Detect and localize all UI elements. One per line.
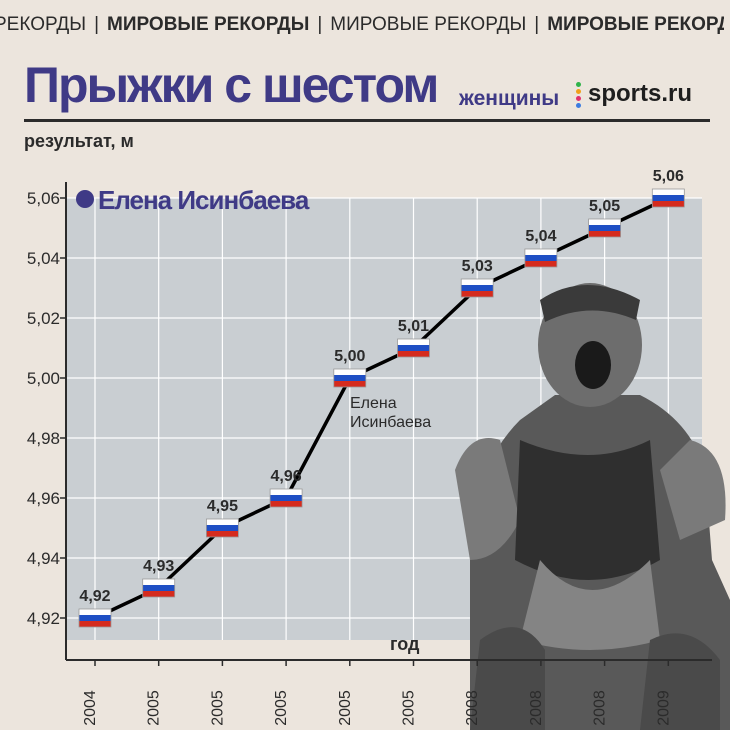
- russia-flag-marker: [460, 278, 494, 298]
- athlete-photo: [455, 283, 730, 730]
- russia-flag-marker: [588, 218, 621, 238]
- russia-flag-marker: [651, 188, 685, 208]
- russia-flag-marker: [205, 518, 239, 538]
- russia-flag-marker: [333, 368, 367, 388]
- y-tick-label: 5,04: [27, 249, 60, 268]
- data-label: 5,06: [653, 168, 684, 185]
- ticker-item: РЕКОРДЫ: [0, 14, 87, 35]
- series-line: [94, 196, 670, 620]
- data-label: 4,96: [271, 468, 302, 485]
- sports-ru-logo: sports.ru: [588, 80, 693, 107]
- russia-flag-marker: [142, 578, 176, 598]
- data-label: 5,05: [589, 198, 620, 215]
- data-label: 5,00: [334, 348, 365, 365]
- x-tick-label: 2005: [401, 690, 418, 726]
- x-tick-label: 2004: [82, 690, 99, 726]
- legend-label: Елена Исинбаева: [98, 185, 309, 215]
- data-label: 4,92: [79, 588, 110, 605]
- title-divider: [24, 119, 710, 122]
- x-tick-label: 2005: [209, 690, 226, 726]
- records-ticker: РЕКОРДЫ | МИРОВЫЕ РЕКОРДЫ | МИРОВЫЕ РЕКОРДЫ |…: [0, 8, 724, 42]
- x-tick-label: 2008: [592, 690, 609, 726]
- athlete-annotation: Елена Исинбаева: [350, 394, 431, 432]
- ticker-item: МИРОВЫЕ РЕКОРДЫ: [330, 14, 527, 35]
- y-tick-label: 4,92: [27, 609, 60, 628]
- y-axis-label: результат, м: [24, 131, 134, 151]
- russia-flag-marker: [269, 488, 303, 508]
- y-tick-label: 5,06: [27, 189, 60, 208]
- y-tick-label: 4,98: [27, 429, 60, 448]
- x-tick-label: 2008: [528, 690, 545, 726]
- sports-ru-logo-icon: [576, 82, 582, 108]
- ticker-item: МИРОВЫЕ РЕКОРД: [547, 14, 724, 35]
- y-tick-label: 5,02: [27, 309, 60, 328]
- ticker-separator: |: [94, 14, 100, 35]
- y-tick-label: 4,94: [27, 549, 60, 568]
- russia-flag-marker: [397, 338, 430, 358]
- annotation-line-1: Елена: [350, 395, 397, 412]
- x-tick-label: 2008: [464, 690, 481, 726]
- data-label: 5,03: [462, 258, 493, 275]
- y-tick-label: 5,00: [27, 369, 60, 388]
- legend-marker: [76, 190, 94, 208]
- ticker-separator: |: [317, 14, 323, 35]
- russia-flag-marker: [78, 608, 112, 628]
- ticker-separator: |: [534, 14, 540, 35]
- x-tick-label: 2005: [273, 690, 290, 726]
- ticker-item: МИРОВЫЕ РЕКОРДЫ: [107, 14, 310, 35]
- data-label: 5,04: [525, 228, 556, 245]
- chart-subtitle: женщины: [459, 87, 560, 110]
- y-tick-label: 4,96: [27, 489, 60, 508]
- annotation-line-2: Исинбаева: [350, 414, 432, 431]
- x-tick-label: 2009: [655, 690, 672, 726]
- x-axis-label: год: [390, 634, 420, 654]
- data-label: 4,93: [143, 558, 174, 575]
- data-label: 4,95: [207, 498, 238, 515]
- data-label: 5,01: [398, 318, 429, 335]
- x-tick-label: 2005: [337, 690, 354, 726]
- x-tick-label: 2005: [146, 690, 163, 726]
- russia-flag-marker: [524, 248, 558, 268]
- chart-title: Прыжки с шестом: [24, 57, 439, 113]
